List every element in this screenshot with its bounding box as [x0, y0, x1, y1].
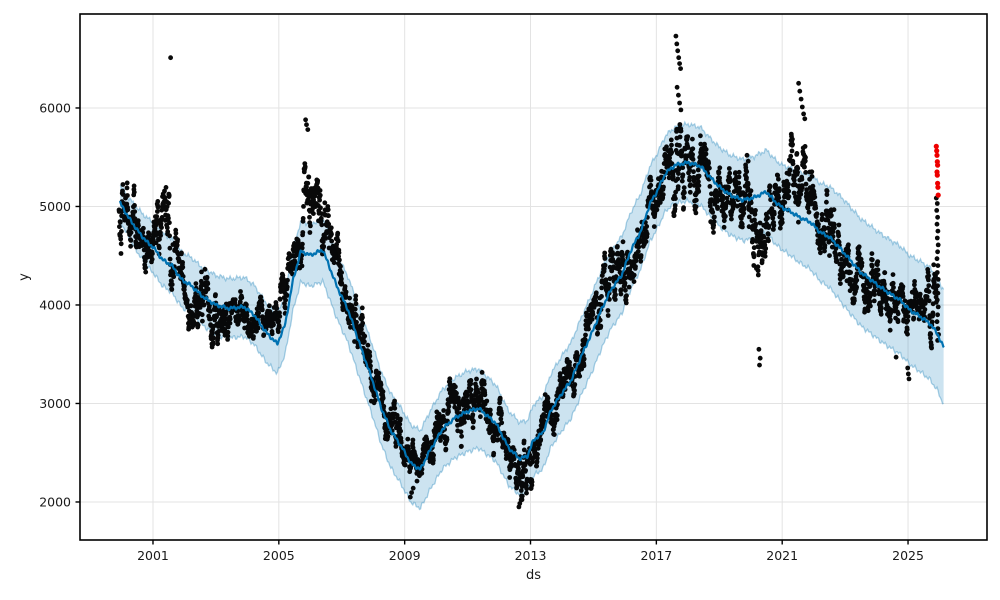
y-tick-label-3000: 3000	[39, 396, 71, 411]
x-tick-label-2025: 2025	[892, 548, 924, 563]
plot-border	[79, 13, 988, 541]
x-tick-label-2005: 2005	[263, 548, 295, 563]
y-tick-label-2000: 2000	[39, 494, 71, 509]
x-tick-label-2013: 2013	[515, 548, 547, 563]
trend-line	[118, 160, 945, 471]
x-tick-label-2017: 2017	[640, 548, 672, 563]
axis-ticks: 2001 2005 2009 2013 2017 2021 2025 2000 3000 4000…	[39, 100, 924, 563]
y-tick-label-4000: 4000	[39, 297, 71, 312]
x-tick-label-2009: 2009	[389, 548, 421, 563]
anomaly-points	[933, 143, 941, 198]
x-tick-label-2021: 2021	[766, 548, 798, 563]
y-axis-label: y	[17, 273, 32, 281]
x-axis-label: ds	[526, 568, 541, 583]
gridlines	[80, 14, 987, 540]
y-tick-label-5000: 5000	[39, 199, 71, 214]
x-tick-label-2001: 2001	[137, 548, 169, 563]
y-tick-label-6000: 6000	[39, 100, 71, 115]
